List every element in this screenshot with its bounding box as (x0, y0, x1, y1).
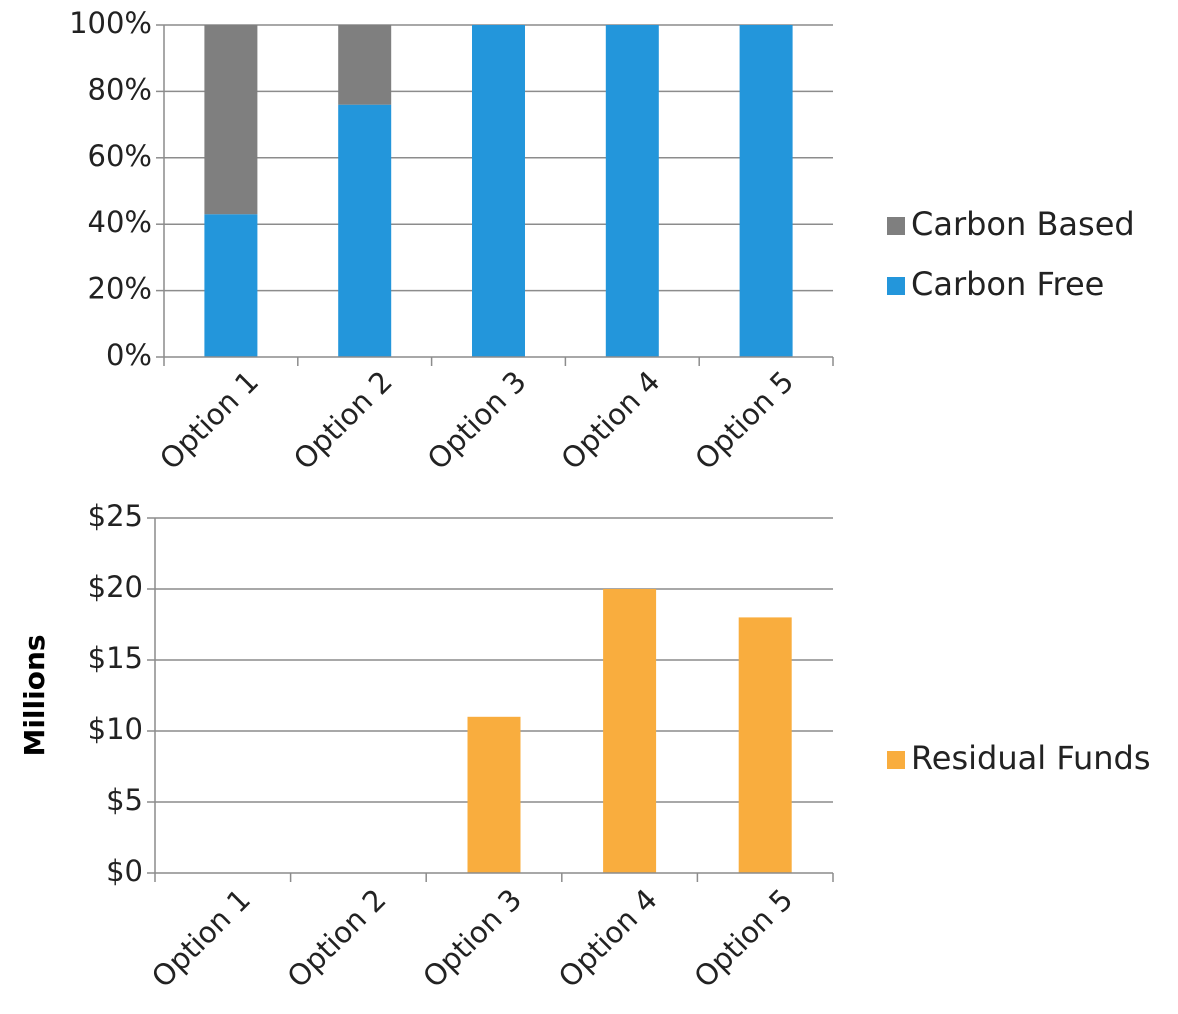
y-tick-label: $5 (106, 783, 143, 817)
y-tick-label: 40% (88, 205, 152, 239)
y-tick-label: $25 (88, 499, 143, 533)
legend-swatch-carbon-based (887, 217, 905, 235)
x-tick-label: Option 5 (688, 364, 800, 476)
x-tick-label: Option 1 (153, 364, 265, 476)
y-axis-label: Millions (18, 634, 51, 756)
x-tick-label: Option 4 (552, 882, 664, 994)
y-tick-label: $0 (106, 854, 143, 888)
y-tick-label: $20 (88, 570, 143, 604)
residual-funds-chart: $0 $5 $10 $15 $20 $25 Option 1 Option 2 Option 3… (18, 499, 1151, 994)
y-tick-label: 0% (106, 338, 152, 372)
legend-label-carbon-based: Carbon Based (911, 205, 1135, 243)
y-tick-label: $10 (88, 712, 143, 746)
bar-residual-funds-option-3 (467, 716, 521, 873)
bar-carbon-free-option-4 (605, 25, 659, 357)
x-tick-label: Option 3 (421, 364, 533, 476)
x-tick-label: Option 2 (287, 364, 399, 476)
bar-carbon-based-option-2 (338, 25, 392, 105)
legend-swatch-carbon-free (887, 277, 905, 295)
legend-label-carbon-free: Carbon Free (911, 265, 1104, 303)
x-tick-label: Option 5 (687, 882, 799, 994)
bar-carbon-free-option-5 (739, 25, 793, 357)
bar-carbon-based-option-1 (204, 25, 258, 215)
x-tick-label: Option 3 (416, 882, 528, 994)
y-tick-label: $15 (88, 641, 143, 675)
bar-residual-funds-option-5 (738, 617, 792, 873)
y-tick-label: 60% (88, 139, 152, 173)
bar-carbon-free-option-2 (338, 104, 392, 358)
x-tick-label: Option 4 (554, 364, 666, 476)
y-tick-label: 20% (88, 272, 152, 306)
x-tick-label: Option 2 (281, 882, 393, 994)
legend-label-residual-funds: Residual Funds (911, 739, 1151, 777)
bar-residual-funds-option-4 (603, 589, 657, 873)
energy-mix-chart: 0%20%40%60%80%100%Option 1 Option 2 Option… (69, 6, 1135, 476)
legend-swatch-residual-funds (887, 751, 905, 769)
y-tick-label: 100% (69, 6, 152, 40)
x-tick-label: Option 1 (145, 882, 257, 994)
bar-carbon-free-option-1 (204, 214, 258, 357)
bar-carbon-free-option-3 (472, 25, 525, 357)
y-tick-label: 80% (88, 72, 152, 106)
